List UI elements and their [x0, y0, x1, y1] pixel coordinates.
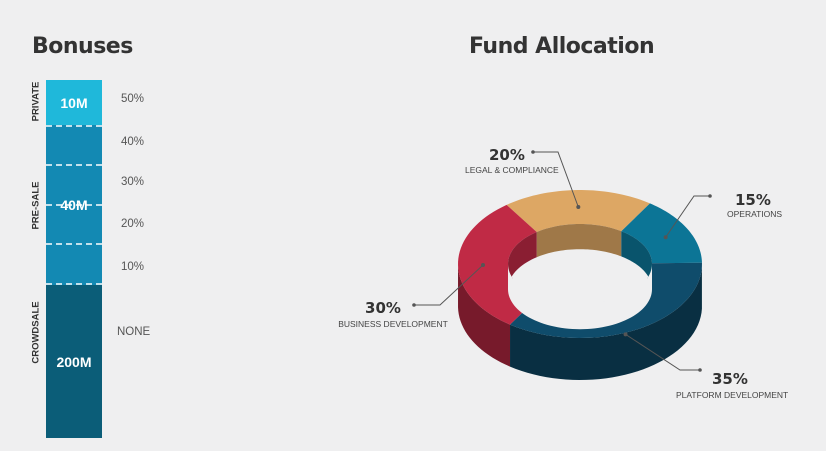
donut-slice — [506, 190, 650, 233]
crowdsale-amount: 200M — [56, 353, 92, 370]
divider-dash — [46, 125, 102, 127]
leader-line — [533, 151, 579, 208]
divider-dash — [46, 164, 102, 166]
donut-slice-side — [458, 265, 511, 367]
private-amount: 10M — [60, 94, 88, 111]
bonus-percent: NONE — [117, 326, 151, 338]
donut-slice-side — [510, 266, 702, 380]
donut-inner-wall — [508, 232, 537, 289]
donut-inner-wall — [536, 224, 622, 258]
bonus-percent: 20% — [121, 218, 145, 230]
slice-name-label: LEGAL & COMPLIANCE — [465, 165, 559, 175]
divider-dash — [46, 204, 102, 206]
donut-slice — [621, 203, 702, 264]
slice-percent-label: 35% — [712, 370, 748, 388]
slice-percent-label: 15% — [735, 191, 771, 209]
donut-inner-wall — [621, 231, 652, 289]
slice-name-label: PLATFORM DEVELOPMENT — [676, 390, 788, 400]
crowdsale-segment: 200M — [46, 285, 102, 438]
leader-line — [625, 333, 700, 371]
bonuses-title: Bonuses — [32, 34, 133, 59]
leader-line — [414, 264, 484, 306]
slice-percent-label: 20% — [489, 146, 525, 164]
bonus-percent: 30% — [121, 176, 145, 188]
slice-name-label: OPERATIONS — [727, 209, 782, 219]
divider-dash — [46, 243, 102, 245]
divider-dash — [46, 283, 102, 285]
donut-hole-mask — [508, 264, 652, 330]
bonus-percent: 10% — [121, 261, 145, 273]
slice-name-label: BUSINESS DEVELOPMENT — [338, 319, 448, 329]
bonus-percent: 40% — [121, 136, 145, 148]
leader-line — [665, 195, 710, 238]
bonus-percent: 50% — [121, 93, 145, 105]
slice-percent-label: 30% — [365, 299, 401, 317]
fund-allocation-title: Fund Allocation — [469, 34, 655, 59]
private-segment: 10M — [46, 80, 102, 125]
